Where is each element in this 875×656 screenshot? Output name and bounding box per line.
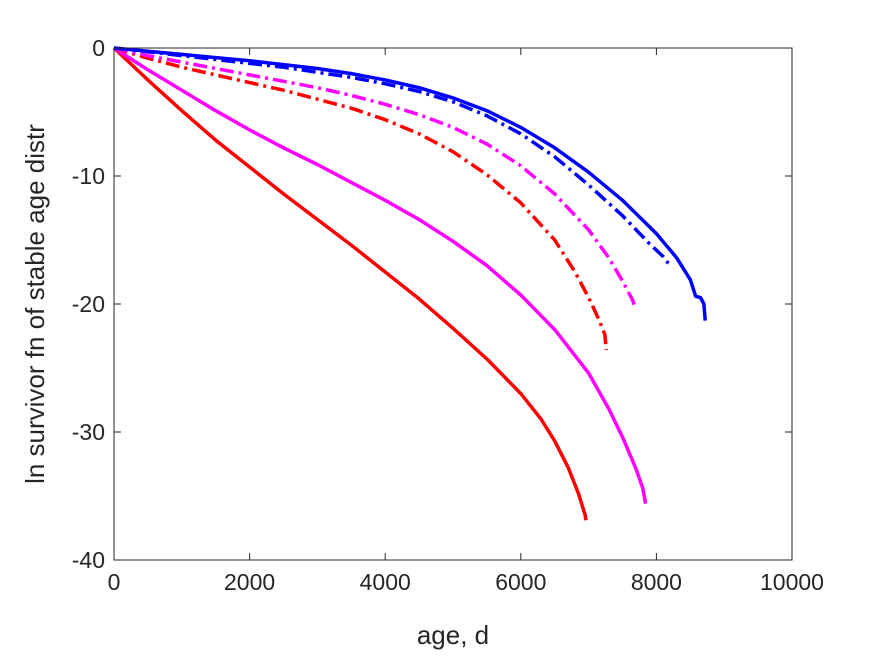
- series-line-3: [113, 46, 608, 351]
- x-tick-label-2: 4000: [360, 569, 411, 595]
- series-line-5: [113, 46, 672, 267]
- plot-area: [114, 48, 792, 560]
- x-axis-label: age, d: [417, 620, 489, 650]
- x-tick-label-3: 6000: [495, 569, 546, 595]
- x-tick-label-0: 0: [108, 569, 121, 595]
- x-tick-label-1: 2000: [224, 569, 275, 595]
- series-layer: [112, 46, 707, 521]
- series-line-6: [113, 46, 707, 321]
- axes-layer: 0 2000 4000 6000 8000 10000 0 -10 -20 -30 -40: [72, 35, 824, 595]
- y-axis-label: ln survivor fn of stable age distr: [20, 124, 50, 484]
- plot-background: [114, 48, 792, 560]
- y-tick-label-1: -10: [72, 163, 105, 189]
- series-line-1: [112, 46, 588, 521]
- x-tick-label-5: 10000: [760, 569, 824, 595]
- series-line-2: [113, 46, 648, 505]
- y-tick-label-0: 0: [92, 35, 105, 61]
- y-tick-label-4: -40: [72, 547, 105, 573]
- y-tick-label-3: -30: [72, 419, 105, 445]
- x-tick-label-4: 8000: [631, 569, 682, 595]
- y-tick-label-2: -20: [72, 291, 105, 317]
